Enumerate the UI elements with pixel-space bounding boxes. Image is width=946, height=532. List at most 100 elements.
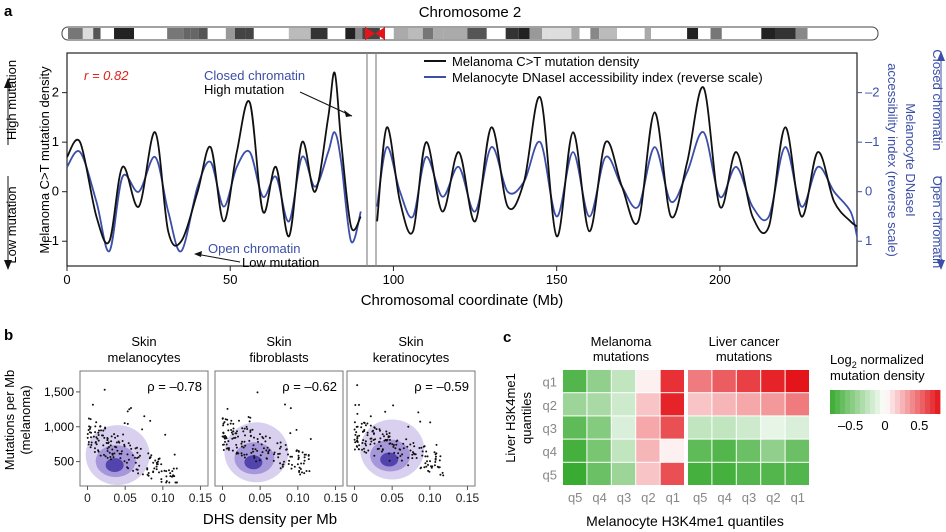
scatter-point — [385, 430, 388, 433]
down-arrowhead-left — [4, 260, 12, 270]
scatter-point — [243, 440, 246, 443]
scatter-point — [425, 465, 428, 468]
scatter-point — [370, 437, 373, 440]
scatter-point — [299, 473, 302, 476]
scatter-point — [223, 421, 226, 424]
scatter-point — [379, 445, 382, 447]
heatmap-cell — [660, 416, 684, 439]
scatter-point — [424, 455, 427, 458]
scatter-x-tick-label: 0.05 — [113, 491, 137, 505]
scatter-point — [102, 434, 104, 437]
scatter-x-tick-label: 0 — [351, 491, 358, 505]
scatter-point — [379, 429, 381, 432]
heatmap-cell — [688, 462, 712, 485]
heatmap-col-label: q4 — [592, 490, 606, 505]
scatter-point — [117, 440, 120, 443]
heatmap-cell — [563, 439, 587, 462]
scatter-point — [131, 454, 134, 457]
colorbar-tick-label: 0.5 — [910, 418, 928, 433]
colorbar-segment — [925, 390, 931, 414]
scatter-point — [251, 447, 254, 450]
ideogram-band — [310, 28, 328, 39]
b-x-label: DHS density per Mb — [203, 511, 337, 528]
heatmap-cell — [761, 393, 785, 416]
closed-chromatin-side-label: Closed chromatin — [930, 49, 945, 150]
scatter-point — [420, 446, 423, 449]
scatter-point — [373, 432, 375, 435]
scatter-point — [129, 444, 132, 447]
heatmap-cell — [563, 462, 587, 485]
scatter-point — [116, 449, 119, 452]
heatmap-cell — [736, 439, 761, 462]
scatter-point — [361, 448, 364, 451]
scatter-point — [300, 462, 303, 465]
scatter-point — [106, 450, 109, 452]
ideogram-band — [327, 28, 346, 39]
heatmap-cell — [611, 370, 636, 393]
scatter-point — [256, 391, 259, 394]
scatter-point — [222, 422, 225, 425]
scatter-point — [360, 426, 363, 429]
scatter-point — [127, 442, 130, 445]
scatter-point — [388, 438, 391, 441]
scatter-point — [107, 441, 110, 444]
scatter-point — [164, 433, 167, 436]
heatmap-cell — [636, 416, 660, 439]
y-tick-label-left: 1 — [52, 134, 59, 149]
scatter-point — [297, 458, 300, 461]
rho-label: ρ = –0.59 — [414, 379, 469, 394]
scatter-point — [244, 434, 246, 437]
scatter-point — [94, 425, 97, 428]
heatmap-cell — [712, 393, 736, 416]
low-mutation-label: Low mutation — [4, 186, 19, 263]
scatter-point — [89, 418, 92, 421]
scatter-point — [277, 456, 280, 459]
scatter-point — [366, 422, 369, 425]
heatmap-cell — [660, 462, 684, 485]
panel-label-c: c — [503, 329, 511, 346]
density-core — [105, 458, 124, 473]
scatter-point — [379, 437, 382, 440]
scatter-point — [249, 429, 252, 432]
scatter-point — [87, 441, 90, 443]
scatter-point — [265, 457, 268, 460]
scatter-point — [110, 440, 113, 443]
scatter-point — [149, 456, 152, 459]
scatter-point — [249, 431, 252, 433]
scatter-point — [353, 448, 356, 451]
scatter-point — [91, 403, 94, 406]
scatter-point — [248, 439, 251, 442]
scatter-point — [109, 456, 112, 458]
heatmap-col-label: q1 — [666, 490, 680, 505]
scatter-title-line1: Skin — [398, 334, 423, 349]
scatter-point — [407, 425, 410, 428]
heatmap-cell — [611, 393, 636, 416]
scatter-point — [232, 422, 235, 425]
scatter-point — [264, 440, 267, 443]
scatter-point — [241, 427, 244, 430]
scatter-point — [364, 442, 367, 445]
ideogram-band — [486, 28, 494, 39]
scatter-point — [354, 404, 357, 406]
heatmap-cell — [611, 439, 636, 462]
scatter-point — [301, 451, 304, 454]
scatter-point — [90, 436, 92, 439]
scatter-point — [242, 430, 245, 433]
scatter-point — [282, 463, 285, 466]
scatter-point — [224, 436, 227, 439]
density-core — [244, 455, 263, 470]
scatter-point — [303, 472, 306, 475]
scatter-point — [381, 433, 384, 436]
ideogram-band — [505, 28, 519, 39]
heatmap-row-label: q5 — [543, 467, 557, 482]
scatter-point — [366, 434, 369, 437]
scatter-point — [261, 451, 264, 454]
scatter-point — [89, 426, 92, 429]
scatter-point — [276, 442, 279, 445]
scatter-point — [279, 467, 282, 470]
y-tick-label-right: –2 — [865, 85, 879, 100]
scatter-point — [108, 451, 111, 454]
ideogram-band — [859, 28, 867, 39]
scatter-point — [253, 436, 255, 439]
scatter-point — [225, 443, 228, 446]
